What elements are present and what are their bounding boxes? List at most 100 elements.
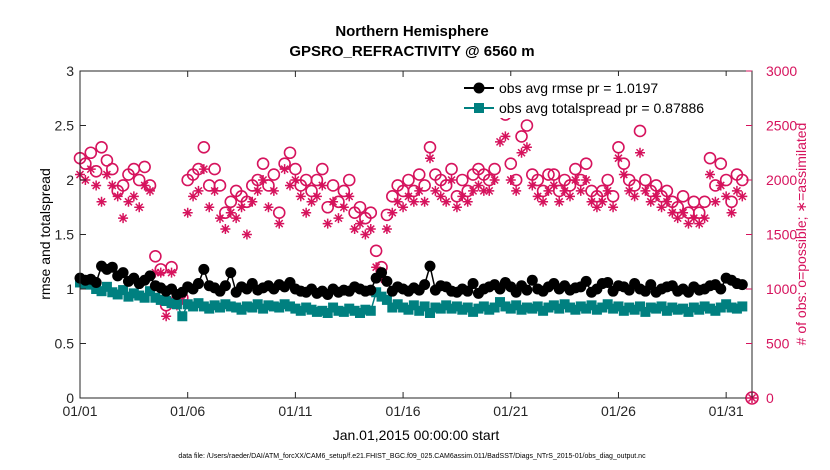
rmse-marker — [144, 270, 156, 282]
spread-marker — [161, 295, 172, 306]
spread-marker — [387, 302, 398, 313]
obs-assimilated-marker — [123, 196, 134, 207]
obs-assimilated-marker — [258, 175, 269, 185]
obs-assimilated-marker — [328, 196, 339, 207]
obs-assimilated-marker — [408, 196, 419, 207]
y-tick-label-right: 3000 — [766, 63, 797, 79]
spread-marker — [182, 299, 193, 310]
obs-assimilated-marker — [721, 191, 732, 202]
obs-assimilated-marker — [618, 169, 629, 180]
obs-assimilated-marker — [198, 164, 209, 175]
spread-marker — [220, 299, 231, 310]
rmse-marker — [462, 285, 474, 297]
spread-marker — [188, 301, 199, 312]
spread-marker — [656, 301, 667, 312]
obs-assimilated-marker — [462, 196, 473, 207]
obs-assimilated-marker — [710, 196, 721, 207]
obs-assimilated-marker — [252, 185, 263, 196]
spread-marker — [274, 302, 285, 313]
spread-marker — [101, 281, 112, 292]
obs-possible-marker — [272, 206, 286, 219]
obs-possible-marker — [369, 244, 383, 258]
spread-marker — [263, 300, 274, 311]
spread-marker — [505, 303, 516, 314]
spread-marker — [91, 284, 102, 294]
spread-marker — [145, 286, 155, 297]
spread-marker — [204, 303, 215, 314]
spread-marker — [285, 301, 295, 312]
x-tick-label: 01/06 — [170, 403, 205, 419]
obs-possible-marker — [224, 195, 238, 209]
obs-assimilated-marker — [640, 185, 651, 196]
rmse-marker — [715, 283, 727, 295]
obs-possible-marker — [660, 184, 674, 198]
rmse-marker — [219, 280, 231, 292]
spread-marker — [602, 299, 613, 310]
spread-marker — [193, 298, 204, 309]
obs-assimilated-marker — [145, 185, 155, 196]
obs-assimilated-marker — [349, 224, 360, 235]
rmse-marker — [90, 276, 102, 288]
obs-assimilated-marker — [419, 196, 430, 207]
obs-assimilated-marker — [457, 191, 468, 202]
obs-assimilated-marker — [597, 196, 608, 207]
obs-assimilated-marker — [441, 196, 452, 207]
obs-assimilated-marker — [381, 224, 392, 235]
spread-marker — [328, 302, 339, 313]
rmse-marker — [526, 274, 538, 286]
obs-assimilated-marker — [182, 207, 193, 218]
obs-assimilated-marker — [516, 147, 527, 158]
obs-assimilated-marker — [694, 218, 705, 229]
obs-assimilated-marker — [608, 202, 619, 213]
spread-marker — [629, 304, 640, 315]
spread-marker — [527, 303, 538, 314]
spread-marker — [672, 304, 683, 315]
spread-marker — [139, 292, 150, 303]
obs-possible-marker — [386, 190, 399, 203]
x-tick-label: 01/21 — [493, 403, 528, 419]
spread-marker — [688, 302, 699, 313]
obs-assimilated-marker — [532, 191, 543, 202]
rmse-marker — [376, 267, 388, 279]
spread-marker — [317, 305, 328, 316]
spread-marker — [311, 306, 322, 317]
obs-assimilated-marker — [150, 267, 161, 278]
obs-assimilated-marker — [306, 196, 317, 207]
spread-marker — [489, 302, 500, 313]
spread-marker — [715, 302, 726, 313]
spread-marker — [306, 304, 317, 315]
spread-marker — [268, 301, 279, 312]
obs-possible-marker — [321, 200, 334, 214]
obs-possible-marker — [531, 173, 544, 187]
spread-marker — [231, 302, 242, 313]
obs-assimilated-marker — [322, 218, 333, 229]
spread-marker — [511, 300, 522, 311]
obs-possible-marker — [542, 168, 555, 181]
obs-possible-marker — [617, 157, 631, 170]
obs-assimilated-marker — [118, 213, 129, 224]
legend-box — [457, 76, 749, 118]
obs-assimilated-marker — [107, 180, 118, 191]
obs-assimilated-marker — [430, 185, 441, 196]
spread-marker — [398, 302, 409, 313]
obs-assimilated-marker — [591, 202, 602, 213]
rmse-marker — [424, 260, 436, 272]
spread-marker — [645, 302, 656, 313]
obs-possible-marker — [633, 124, 647, 138]
spread-marker — [236, 304, 247, 315]
obs-possible-marker — [563, 179, 577, 192]
obs-possible-marker — [439, 179, 453, 192]
spread-marker — [462, 302, 473, 313]
rmse-marker — [602, 276, 614, 288]
obs-assimilated-marker — [559, 185, 570, 196]
spread-marker — [333, 305, 344, 316]
legend-spread-label: obs avg totalspread pr = 0.87886 — [499, 100, 704, 116]
obs-possible-marker — [579, 157, 593, 170]
obs-assimilated-marker — [279, 164, 290, 175]
obs-assimilated-marker — [521, 142, 532, 153]
obs-possible-marker — [703, 151, 717, 165]
spread-marker — [640, 306, 651, 317]
obs-assimilated-marker — [651, 191, 662, 202]
obs-assimilated-marker — [683, 218, 694, 229]
obs-possible-marker — [725, 195, 738, 209]
